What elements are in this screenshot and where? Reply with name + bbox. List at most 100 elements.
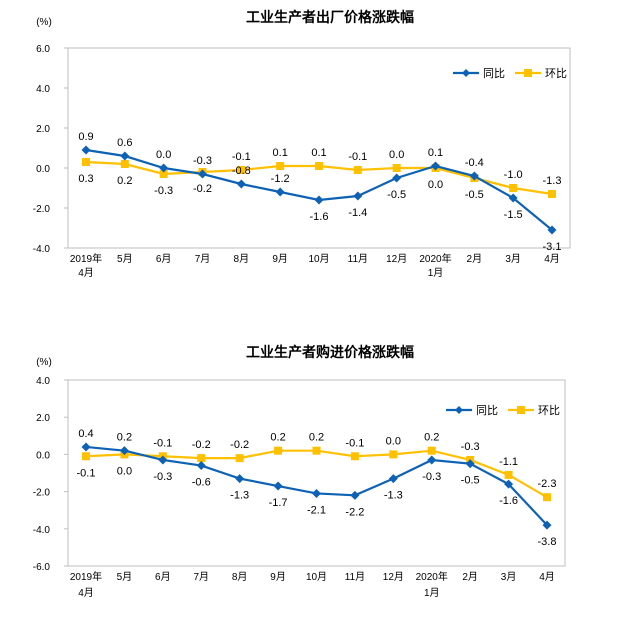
data-label-yoy: -1.4 — [348, 207, 367, 219]
x-tick-label: 5月 — [117, 571, 133, 583]
data-label-yoy: 0.2 — [117, 432, 132, 444]
chart-title: 工业生产者出厂价格涨跌幅 — [246, 9, 414, 26]
data-label-yoy: -1.3 — [230, 490, 249, 502]
data-label-yoy: 0.9 — [78, 131, 93, 143]
data-point-mom — [82, 452, 90, 461]
data-label-yoy: -2.2 — [345, 506, 364, 518]
data-point-mom — [427, 446, 436, 455]
data-label-mom: -2.3 — [538, 478, 557, 490]
data-point-yoy — [119, 446, 129, 456]
x-tick-label-line2: 1月 — [424, 587, 440, 599]
data-point-mom — [392, 164, 401, 172]
data-point-yoy — [547, 225, 557, 235]
data-point-yoy — [392, 173, 402, 183]
data-label-yoy: -1.2 — [271, 173, 290, 185]
x-tick-label: 9月 — [272, 253, 288, 265]
y-tick-label: -2.0 — [33, 204, 51, 215]
data-label-mom: -0.2 — [193, 183, 212, 195]
x-tick-label: 2020年 — [419, 252, 451, 265]
data-point-yoy — [542, 520, 552, 530]
legend-label: 同比 — [476, 404, 498, 417]
y-tick-label: 4.0 — [36, 376, 50, 387]
data-label-yoy: -3.1 — [543, 241, 562, 253]
data-point-yoy — [312, 488, 321, 498]
data-point-mom — [237, 166, 246, 174]
data-label-yoy: -1.5 — [504, 209, 523, 221]
data-label-mom: -0.2 — [230, 439, 249, 451]
y-axis-unit: (%) — [36, 17, 52, 28]
x-tick-label-line2: 4月 — [78, 267, 94, 279]
y-tick-label: -6.0 — [33, 562, 51, 573]
data-label-yoy: -1.6 — [499, 495, 518, 507]
data-point-yoy — [504, 479, 514, 489]
y-tick-label: -4.0 — [33, 525, 51, 536]
data-point-yoy — [81, 442, 91, 452]
data-point-yoy — [196, 461, 206, 471]
data-point-mom — [235, 454, 244, 463]
y-tick-label: 2.0 — [36, 413, 50, 424]
data-label-yoy: 0.4 — [78, 428, 93, 440]
data-point-yoy — [120, 151, 130, 161]
x-tick-label: 8月 — [234, 253, 250, 265]
x-tick-label: 4月 — [544, 253, 560, 265]
x-tick-label: 2020年 — [416, 570, 448, 583]
data-label-mom: 0.2 — [309, 432, 324, 444]
x-tick-label: 6月 — [155, 571, 171, 583]
y-tick-label: 6.0 — [36, 44, 50, 55]
data-label-yoy: -0.3 — [193, 155, 212, 167]
data-label-yoy: -0.8 — [232, 165, 251, 177]
data-label-mom: 0.2 — [424, 432, 439, 444]
data-point-mom — [312, 446, 321, 455]
data-point-mom — [276, 162, 285, 170]
chart-1: 工业生产者出厂价格涨跌幅 (%) 6.0 4.0 2.0 0.0 -2.0 -4.0 2019年… — [33, 9, 571, 279]
x-tick-label: 12月 — [386, 253, 407, 265]
data-label-mom: 0.0 — [386, 435, 401, 447]
data-point-yoy — [159, 163, 169, 173]
data-point-mom — [509, 184, 518, 192]
x-tick-label: 11月 — [345, 571, 365, 583]
x-tick-label: 6月 — [156, 253, 172, 265]
x-tick-label: 4月 — [539, 571, 555, 583]
legend-label: 同比 — [483, 67, 505, 80]
data-point-yoy — [469, 171, 479, 181]
x-tick-label-line2: 4月 — [78, 587, 94, 599]
plot-frame — [67, 379, 566, 567]
data-point-yoy — [81, 145, 91, 155]
data-label-yoy: -2.1 — [307, 504, 326, 516]
data-label-mom: -0.5 — [465, 189, 484, 201]
y-tick-label: -2.0 — [33, 488, 51, 499]
data-point-yoy — [235, 474, 245, 484]
data-label-yoy: -0.5 — [387, 189, 406, 201]
data-label-yoy: -0.5 — [461, 475, 480, 487]
x-tick-label: 7月 — [193, 571, 209, 583]
data-label-mom: -0.2 — [192, 439, 211, 451]
data-point-mom — [543, 493, 551, 502]
data-point-yoy — [508, 193, 518, 203]
data-point-yoy — [273, 481, 283, 491]
data-label-yoy: 0.1 — [428, 147, 443, 159]
data-label-yoy: 0.0 — [156, 149, 171, 161]
y-tick-label: -4.0 — [33, 244, 51, 255]
x-tick-label: 2月 — [467, 253, 483, 265]
data-label-yoy: -0.3 — [422, 471, 441, 483]
data-label-mom: 0.0 — [389, 149, 404, 161]
data-label-yoy: -1.3 — [384, 490, 403, 502]
data-point-yoy — [350, 490, 360, 500]
x-tick-label: 10月 — [308, 253, 329, 265]
data-label-yoy: -3.8 — [538, 536, 557, 548]
chart-2: 工业生产者购进价格涨跌幅 (%) 4.0 2.0 0.0 -2.0 -4.0 -6.0 2019… — [33, 344, 566, 599]
data-point-mom — [504, 470, 513, 479]
data-label-mom: -1.1 — [499, 456, 518, 468]
data-point-yoy — [353, 191, 363, 201]
data-point-yoy — [465, 459, 475, 469]
data-label-mom: -0.1 — [348, 151, 367, 163]
legend: 同比 环比 — [453, 67, 567, 80]
x-tick-label: 7月 — [195, 253, 211, 265]
x-tick-label: 10月 — [306, 571, 327, 583]
data-label-mom: 0.2 — [270, 432, 285, 444]
legend-label: 环比 — [538, 404, 560, 417]
y-tick-label: 0.0 — [36, 164, 50, 175]
data-point-yoy — [427, 455, 437, 465]
data-point-mom — [548, 190, 556, 198]
